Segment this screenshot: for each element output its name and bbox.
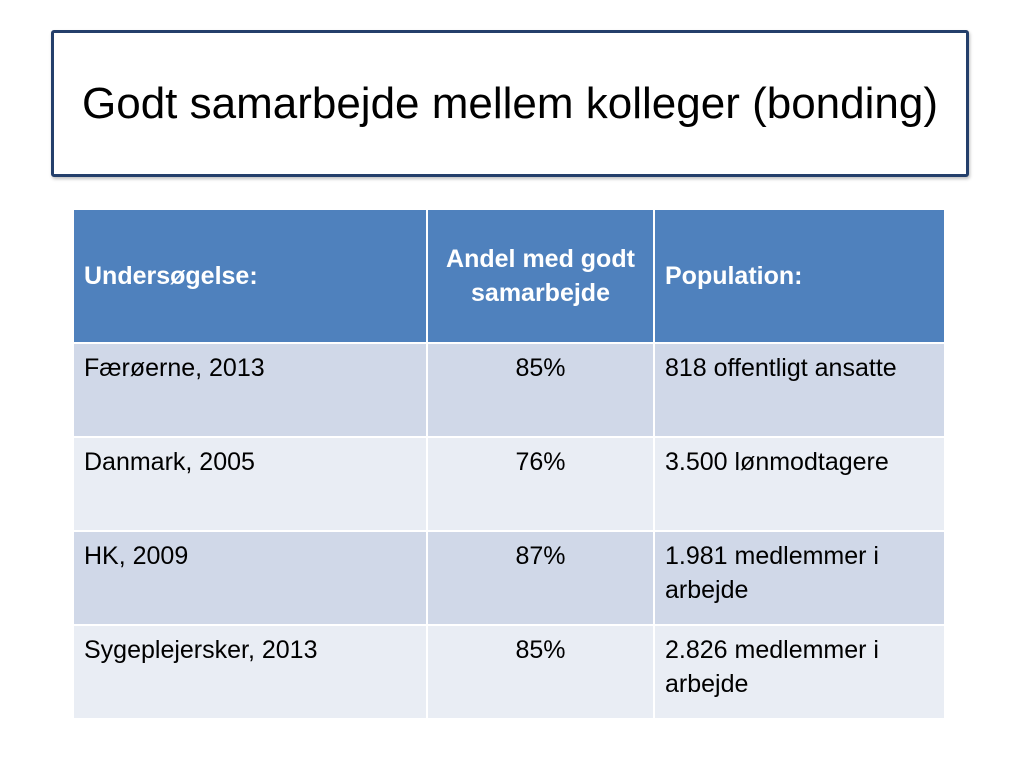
table-row: Danmark, 2005 76% 3.500 lønmodtagere xyxy=(72,436,946,532)
cell-survey: Sygeplejersker, 2013 xyxy=(72,624,428,720)
cell-population: 818 offentligt ansatte xyxy=(653,342,946,438)
slide-title: Godt samarbejde mellem kolleger (bonding… xyxy=(82,78,938,128)
cell-survey: Danmark, 2005 xyxy=(72,436,428,532)
header-share: Andel med godt samarbejde xyxy=(426,208,655,344)
cell-population: 3.500 lønmodtagere xyxy=(653,436,946,532)
title-box: Godt samarbejde mellem kolleger (bonding… xyxy=(51,30,969,177)
header-population: Population: xyxy=(653,208,946,344)
table-row: HK, 2009 87% 1.981 medlemmer i arbejde xyxy=(72,530,946,626)
cell-survey: Færøerne, 2013 xyxy=(72,342,428,438)
cell-share: 85% xyxy=(426,342,655,438)
cell-share: 76% xyxy=(426,436,655,532)
cell-population: 2.826 medlemmer i arbejde xyxy=(653,624,946,720)
survey-table: Undersøgelse: Andel med godt samarbejde … xyxy=(72,208,946,720)
cell-share: 87% xyxy=(426,530,655,626)
table-row: Sygeplejersker, 2013 85% 2.826 medlemmer… xyxy=(72,624,946,720)
header-survey: Undersøgelse: xyxy=(72,208,428,344)
table-row: Færøerne, 2013 85% 818 offentligt ansatt… xyxy=(72,342,946,438)
table-header-row: Undersøgelse: Andel med godt samarbejde … xyxy=(72,208,946,344)
cell-share: 85% xyxy=(426,624,655,720)
cell-population: 1.981 medlemmer i arbejde xyxy=(653,530,946,626)
cell-survey: HK, 2009 xyxy=(72,530,428,626)
